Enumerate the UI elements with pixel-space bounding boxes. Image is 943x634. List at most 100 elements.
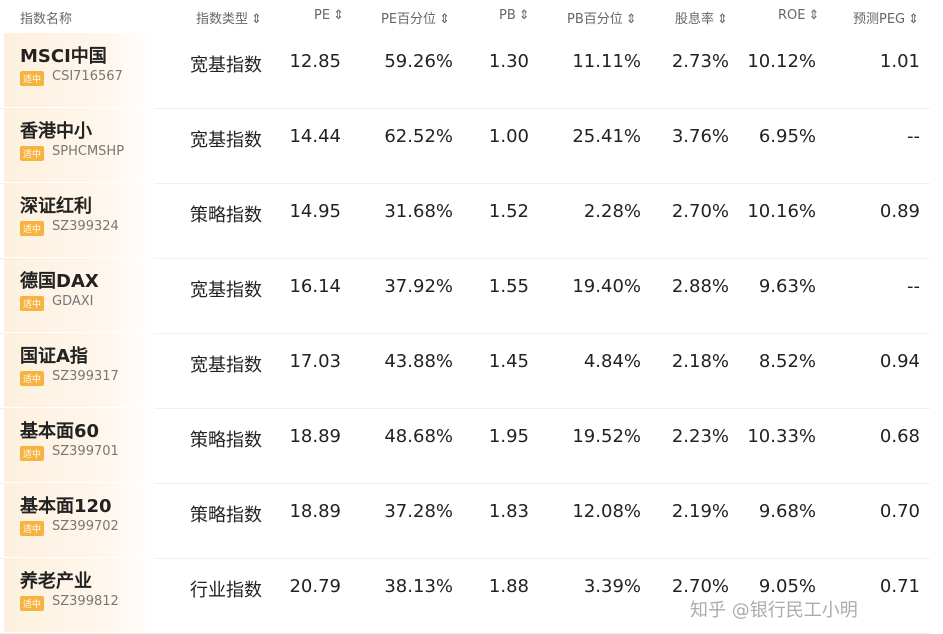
cell-pb: 1.95 — [488, 426, 529, 447]
cell-roe: 10.12% — [747, 51, 816, 72]
index-name-cell[interactable]: 德国DAX 适中 GDAXI — [4, 258, 154, 332]
cell-pb: 1.52 — [488, 201, 529, 222]
index-name-cell[interactable]: 基本面120 适中 SZ399702 — [4, 483, 154, 557]
column-header-label: PE — [314, 8, 331, 23]
cell-dy: 3.76% — [671, 126, 729, 147]
index-name[interactable]: 基本面60 — [20, 421, 100, 442]
sort-icon[interactable]: ⇕ — [908, 12, 920, 27]
cell-pe-pct: 59.26% — [384, 51, 453, 72]
valuation-tag: 适中 — [20, 221, 45, 236]
column-header[interactable]: 预测PEG ⇕ — [853, 8, 919, 27]
sort-icon[interactable]: ⇕ — [333, 8, 344, 23]
cell-pb-pct: 25.41% — [572, 126, 641, 147]
cell-pb-pct: 11.11% — [572, 51, 641, 72]
cell-pe-pct: 37.92% — [384, 276, 453, 297]
cell-peg: 0.71 — [879, 576, 920, 597]
column-header[interactable]: ROE ⇕ — [778, 8, 819, 23]
table-row[interactable]: 深证红利 适中 SZ399324 策略指数 14.95 31.68% 1.52 2.28… — [0, 183, 930, 259]
cell-pe: 18.89 — [289, 426, 341, 447]
index-name-cell[interactable]: 深证红利 适中 SZ399324 — [4, 183, 154, 257]
table-row[interactable]: 香港中小 适中 SPHCMSHP 宽基指数 14.44 62.52% 1.00 25.4… — [0, 108, 930, 184]
cell-peg: 0.89 — [879, 201, 920, 222]
cell-dy: 2.70% — [671, 576, 729, 597]
cell-roe: 8.52% — [758, 351, 816, 372]
index-name[interactable]: 养老产业 — [20, 571, 92, 592]
index-type: 策略指数 — [190, 205, 262, 226]
index-type: 策略指数 — [190, 430, 262, 451]
index-name[interactable]: MSCI中国 — [20, 46, 107, 67]
cell-roe: 9.63% — [758, 276, 816, 297]
index-name[interactable]: 德国DAX — [20, 271, 99, 292]
index-type: 策略指数 — [190, 505, 262, 526]
cell-pe: 16.14 — [289, 276, 341, 297]
cell-pe: 12.85 — [289, 51, 341, 72]
table-header: 指数名称 指数类型 ⇕ PE ⇕ PE百分位 ⇕ PB ⇕ PB百分位 ⇕ 股息率 ⇕ ROE ⇕ 预测PEG… — [0, 0, 943, 33]
cell-pe: 20.79 — [289, 576, 341, 597]
column-header-label: PE百分位 — [381, 12, 437, 27]
column-header[interactable]: PB百分位 ⇕ — [567, 8, 637, 27]
index-name[interactable]: 国证A指 — [20, 346, 88, 367]
cell-peg: -- — [907, 276, 920, 297]
sort-icon[interactable]: ⇕ — [625, 12, 637, 27]
index-code: SPHCMSHP — [52, 144, 125, 159]
index-name[interactable]: 深证红利 — [20, 196, 92, 217]
cell-dy: 2.19% — [671, 501, 729, 522]
cell-roe: 6.95% — [758, 126, 816, 147]
cell-dy: 2.18% — [671, 351, 729, 372]
column-header[interactable]: 指数类型 ⇕ — [196, 8, 262, 27]
cell-dy: 2.70% — [671, 201, 729, 222]
index-name-cell[interactable]: 养老产业 适中 SZ399812 — [4, 558, 154, 632]
cell-pb: 1.83 — [488, 501, 529, 522]
cell-pb-pct: 3.39% — [583, 576, 641, 597]
table-row[interactable]: 德国DAX 适中 GDAXI 宽基指数 16.14 37.92% 1.55 19.40%… — [0, 258, 930, 334]
table-row[interactable]: 基本面120 适中 SZ399702 策略指数 18.89 37.28% 1.83 12… — [0, 483, 930, 559]
index-name-cell[interactable]: 香港中小 适中 SPHCMSHP — [4, 108, 154, 182]
sort-icon[interactable]: ⇕ — [717, 12, 728, 27]
cell-pe-pct: 31.68% — [384, 201, 453, 222]
column-header[interactable]: PE ⇕ — [314, 8, 344, 23]
cell-roe: 9.68% — [758, 501, 816, 522]
cell-pb: 1.88 — [488, 576, 529, 597]
column-header[interactable]: 股息率 ⇕ — [675, 8, 728, 27]
cell-pb: 1.55 — [488, 276, 529, 297]
valuation-tag: 适中 — [20, 371, 45, 386]
table-row[interactable]: 国证A指 适中 SZ399317 宽基指数 17.03 43.88% 1.45 4.84… — [0, 333, 930, 409]
column-header[interactable]: PE百分位 ⇕ — [381, 8, 450, 27]
index-name-cell[interactable]: 基本面60 适中 SZ399701 — [4, 408, 154, 482]
sort-icon[interactable]: ⇕ — [808, 8, 820, 23]
index-name[interactable]: 基本面120 — [20, 496, 112, 517]
index-name[interactable]: 香港中小 — [20, 121, 92, 142]
cell-pe: 14.95 — [289, 201, 341, 222]
sort-icon[interactable]: ⇕ — [251, 12, 262, 27]
index-code: SZ399324 — [52, 219, 119, 234]
index-type: 宽基指数 — [190, 280, 262, 301]
column-header-label: ROE — [778, 8, 806, 23]
cell-dy: 2.23% — [671, 426, 729, 447]
valuation-tag: 适中 — [20, 521, 45, 536]
column-header[interactable]: PB ⇕ — [499, 8, 530, 23]
cell-dy: 2.88% — [671, 276, 729, 297]
index-code: CSI716567 — [52, 69, 123, 84]
index-code: SZ399701 — [52, 444, 119, 459]
index-name-cell[interactable]: 国证A指 适中 SZ399317 — [4, 333, 154, 407]
table-row[interactable]: MSCI中国 适中 CSI716567 宽基指数 12.85 59.26% 1.30 1… — [0, 33, 930, 109]
cell-pe: 14.44 — [289, 126, 341, 147]
column-header-label: PB百分位 — [567, 12, 623, 27]
valuation-tag: 适中 — [20, 446, 45, 461]
index-code: SZ399317 — [52, 369, 119, 384]
sort-icon[interactable]: ⇕ — [518, 8, 530, 23]
valuation-tag: 适中 — [20, 296, 45, 311]
cell-pe: 17.03 — [289, 351, 341, 372]
valuation-tag: 适中 — [20, 71, 45, 86]
index-code: SZ399812 — [52, 594, 119, 609]
sort-icon[interactable]: ⇕ — [439, 12, 450, 27]
cell-peg: 0.70 — [879, 501, 920, 522]
valuation-tag: 适中 — [20, 596, 45, 611]
index-type: 宽基指数 — [190, 55, 262, 76]
index-code: SZ399702 — [52, 519, 119, 534]
cell-roe: 10.16% — [747, 201, 816, 222]
index-name-cell[interactable]: MSCI中国 适中 CSI716567 — [4, 33, 154, 107]
table-row[interactable]: 基本面60 适中 SZ399701 策略指数 18.89 48.68% 1.95 19.… — [0, 408, 930, 484]
column-header-label: 预测PEG — [853, 12, 906, 27]
cell-pe-pct: 37.28% — [384, 501, 453, 522]
